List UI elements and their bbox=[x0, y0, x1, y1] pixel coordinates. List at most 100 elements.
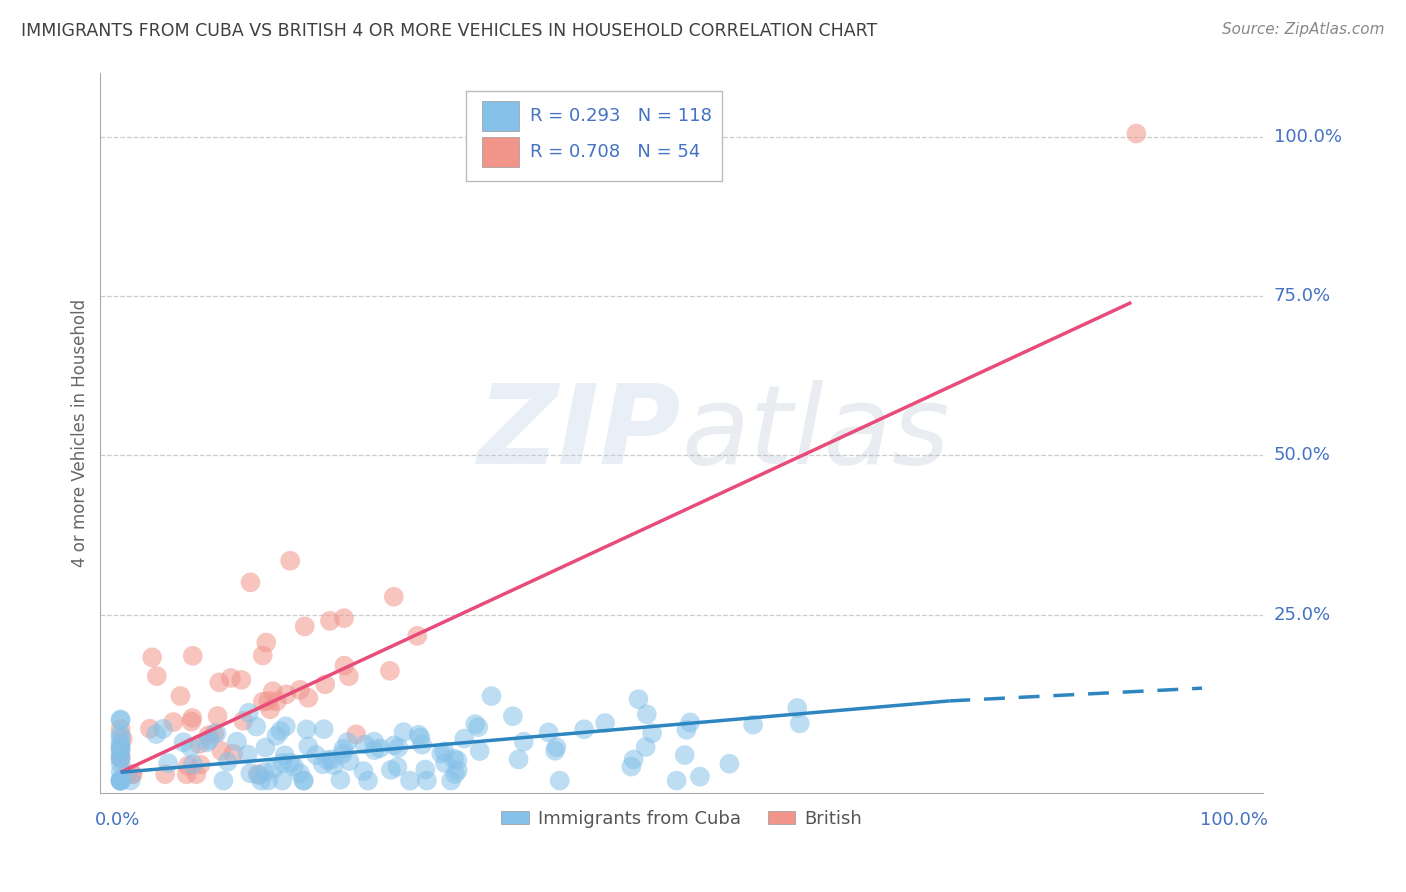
Point bbox=[110, 751, 132, 765]
Point bbox=[288, 682, 311, 697]
Point bbox=[312, 722, 335, 736]
Point bbox=[363, 743, 385, 757]
Point bbox=[239, 766, 262, 780]
Point bbox=[273, 748, 295, 763]
Point bbox=[288, 766, 311, 780]
Point bbox=[181, 757, 204, 772]
Point bbox=[406, 629, 429, 643]
Point bbox=[297, 690, 319, 705]
Point bbox=[172, 735, 194, 749]
Point bbox=[274, 719, 297, 733]
Point bbox=[202, 726, 225, 740]
Point bbox=[333, 611, 356, 625]
Point bbox=[502, 709, 524, 723]
Point bbox=[110, 765, 132, 780]
Point bbox=[675, 723, 697, 737]
Point bbox=[198, 732, 221, 747]
Point bbox=[378, 664, 401, 678]
Point bbox=[357, 773, 380, 788]
Point bbox=[467, 720, 489, 734]
Point bbox=[110, 773, 132, 788]
FancyBboxPatch shape bbox=[482, 137, 519, 168]
Text: 100.0%: 100.0% bbox=[1201, 812, 1268, 830]
Point bbox=[110, 736, 132, 750]
Point bbox=[225, 734, 247, 748]
Point bbox=[392, 725, 415, 739]
Point bbox=[718, 756, 741, 771]
Point bbox=[679, 715, 702, 730]
Point bbox=[295, 723, 318, 737]
Text: Source: ZipAtlas.com: Source: ZipAtlas.com bbox=[1222, 22, 1385, 37]
Point bbox=[413, 763, 436, 777]
Point bbox=[382, 590, 405, 604]
Point bbox=[297, 739, 319, 754]
Point bbox=[294, 619, 316, 633]
Point bbox=[250, 773, 273, 788]
Text: IMMIGRANTS FROM CUBA VS BRITISH 4 OR MORE VEHICLES IN HOUSEHOLD CORRELATION CHAR: IMMIGRANTS FROM CUBA VS BRITISH 4 OR MOR… bbox=[21, 22, 877, 40]
Text: ZIP: ZIP bbox=[478, 380, 682, 487]
Point bbox=[278, 554, 301, 568]
Point bbox=[411, 738, 433, 752]
Point bbox=[212, 773, 235, 788]
Point bbox=[181, 648, 204, 663]
Point bbox=[354, 738, 377, 752]
Point bbox=[276, 687, 298, 701]
Point bbox=[186, 767, 208, 781]
Point bbox=[110, 731, 132, 745]
Point bbox=[382, 739, 405, 753]
Point bbox=[121, 767, 143, 781]
Point bbox=[1125, 127, 1147, 141]
Point bbox=[145, 727, 167, 741]
Point bbox=[262, 684, 284, 698]
Point bbox=[146, 669, 169, 683]
Point bbox=[623, 752, 645, 766]
Point bbox=[312, 757, 335, 772]
Point bbox=[110, 739, 132, 753]
Point bbox=[222, 747, 245, 761]
FancyBboxPatch shape bbox=[467, 91, 723, 181]
Point bbox=[319, 614, 342, 628]
Point bbox=[266, 694, 288, 708]
Point bbox=[316, 753, 339, 767]
Point bbox=[572, 723, 595, 737]
Point bbox=[512, 734, 534, 748]
Point bbox=[440, 773, 463, 788]
Point bbox=[252, 695, 274, 709]
Text: 25.0%: 25.0% bbox=[1274, 606, 1331, 624]
Point bbox=[593, 716, 616, 731]
Point bbox=[111, 731, 134, 746]
Text: R = 0.708   N = 54: R = 0.708 N = 54 bbox=[530, 144, 700, 161]
Point bbox=[139, 722, 162, 736]
Point bbox=[332, 747, 354, 761]
Point bbox=[636, 707, 658, 722]
Point bbox=[181, 711, 204, 725]
Y-axis label: 4 or more Vehicles in Household: 4 or more Vehicles in Household bbox=[72, 299, 89, 567]
Point bbox=[283, 759, 305, 773]
Point bbox=[322, 758, 344, 772]
Point bbox=[162, 714, 184, 729]
Point bbox=[634, 739, 657, 754]
Point bbox=[689, 770, 711, 784]
Point bbox=[190, 757, 212, 772]
Point bbox=[314, 677, 336, 691]
Point bbox=[336, 735, 359, 749]
Point bbox=[408, 728, 430, 742]
Point bbox=[641, 726, 664, 740]
Point bbox=[387, 740, 409, 755]
Point bbox=[548, 773, 571, 788]
Point bbox=[665, 773, 688, 788]
Legend: Immigrants from Cuba, British: Immigrants from Cuba, British bbox=[495, 802, 869, 835]
Point bbox=[269, 723, 291, 738]
Point bbox=[416, 773, 439, 788]
Point bbox=[387, 760, 409, 774]
Point bbox=[409, 731, 432, 745]
Point bbox=[209, 744, 232, 758]
Point bbox=[434, 756, 457, 771]
Point bbox=[180, 714, 202, 729]
Text: 75.0%: 75.0% bbox=[1274, 287, 1331, 305]
Point bbox=[120, 773, 142, 788]
Text: atlas: atlas bbox=[682, 380, 950, 487]
Point bbox=[238, 706, 260, 720]
Point bbox=[195, 735, 218, 749]
Point bbox=[207, 709, 229, 723]
